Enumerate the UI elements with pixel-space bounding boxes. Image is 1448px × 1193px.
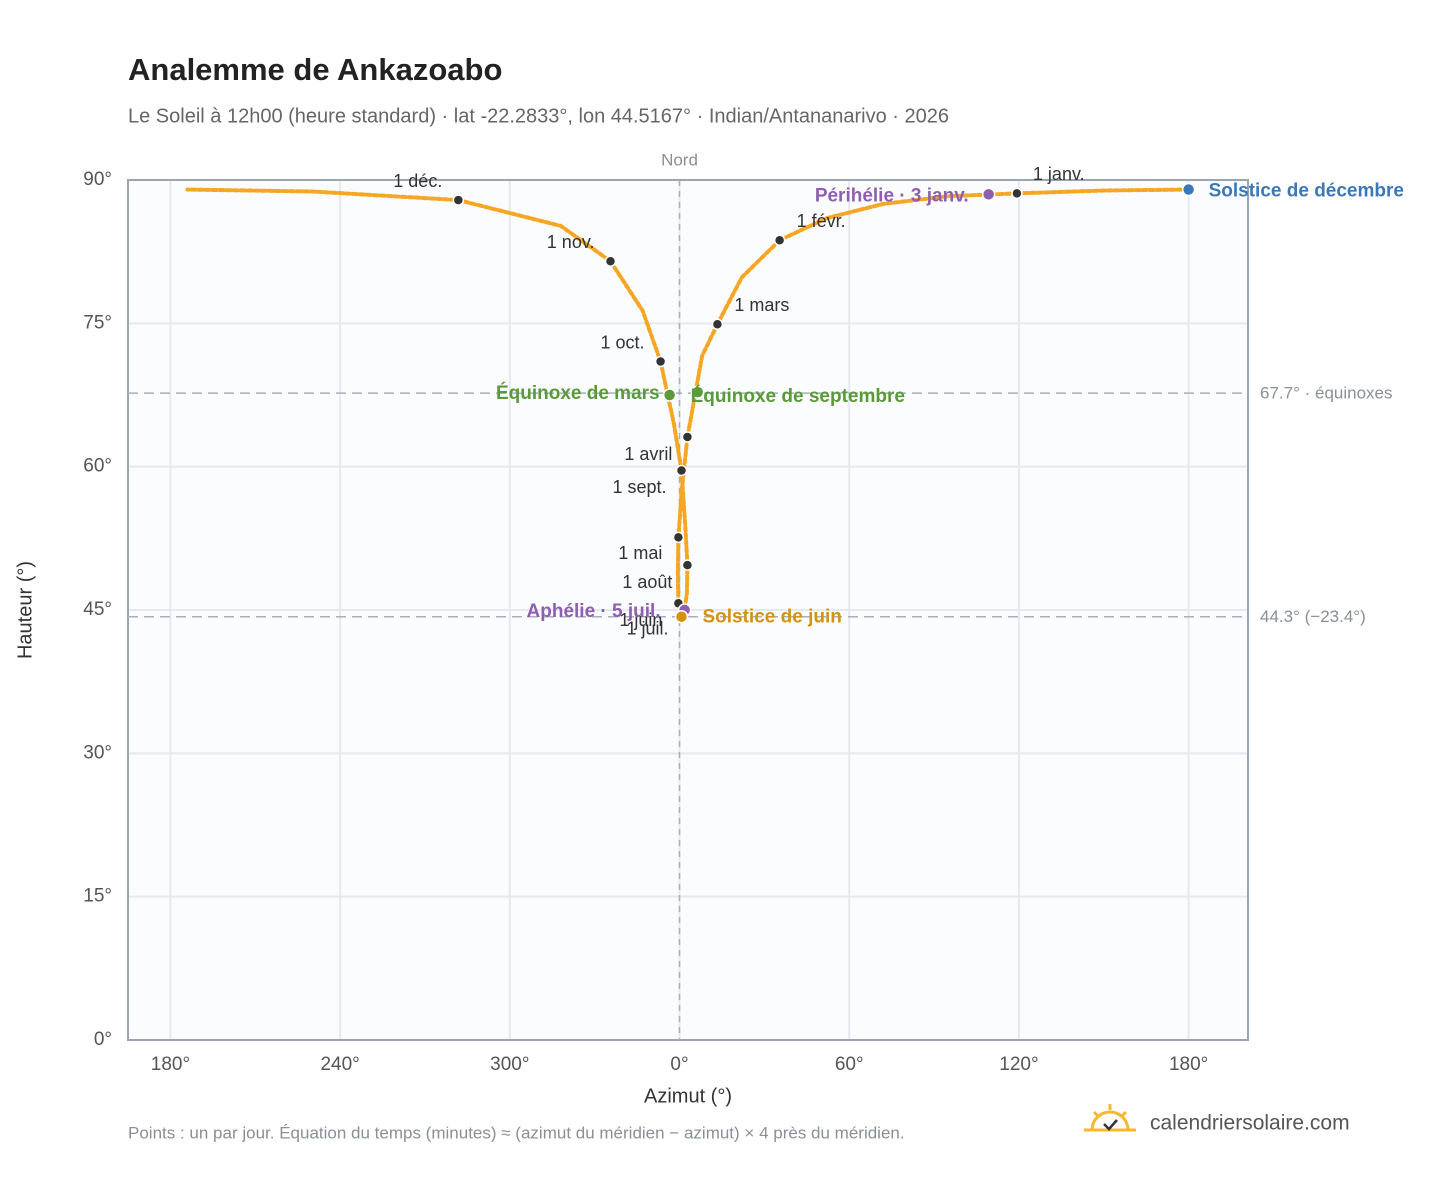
event-marker <box>674 609 689 624</box>
x-tick-label: 0° <box>670 1054 688 1075</box>
month-marker <box>672 531 685 544</box>
x-tick-label: 240° <box>320 1054 359 1075</box>
month-label: 1 avril <box>624 444 672 464</box>
chart-title: Analemme de Ankazoabo <box>128 52 502 87</box>
event-marker <box>690 385 705 399</box>
month-label: 1 févr. <box>797 211 846 231</box>
brand-logo <box>1084 1104 1136 1132</box>
month-marker <box>1011 187 1023 200</box>
event-label: Solstice de juin <box>702 607 841 628</box>
y-tick-label: 45° <box>83 599 112 620</box>
x-tick-label: 180° <box>1169 1054 1208 1075</box>
month-label: 1 juil. <box>626 618 668 638</box>
month-marker <box>711 318 724 331</box>
reference-label: 67.7° · équinoxes <box>1260 384 1393 403</box>
month-label: 1 août <box>622 572 672 592</box>
month-label: 1 juin <box>619 610 662 630</box>
meridian-label: Nord <box>661 150 698 169</box>
plot-frame <box>127 179 1249 1041</box>
x-tick-label: 180° <box>151 1054 190 1075</box>
event-label: Solstice de décembre <box>1209 181 1404 202</box>
month-label: 1 mai <box>618 543 662 563</box>
x-tick-label: 120° <box>999 1054 1038 1075</box>
event-label: Équinoxe de mars <box>496 382 660 404</box>
month-label: 1 sept. <box>612 477 666 497</box>
month-label: 1 déc. <box>393 171 442 191</box>
x-tick-label: 60° <box>835 1054 864 1075</box>
y-tick-label: 15° <box>83 886 112 907</box>
event-marker <box>1181 182 1196 197</box>
y-tick-label: 0° <box>94 1029 112 1050</box>
month-marker <box>681 431 694 443</box>
footnote: Points : un par jour. Équation du temps … <box>128 1123 905 1142</box>
month-marker <box>604 255 617 267</box>
event-label: Équinoxe de septembre <box>691 385 905 407</box>
month-label: 1 oct. <box>601 332 645 352</box>
brand: calendriersolaire.com <box>1150 1112 1350 1135</box>
y-tick-label: 75° <box>83 312 112 333</box>
event-marker <box>662 388 677 402</box>
y-tick-label: 30° <box>83 742 112 763</box>
month-label: 1 nov. <box>547 232 595 252</box>
month-label: 1 mars <box>734 295 789 315</box>
month-marker <box>675 464 688 477</box>
x-tick-label: 300° <box>490 1054 529 1075</box>
chart-subtitle: Le Soleil à 12h00 (heure standard) · lat… <box>128 105 949 127</box>
month-marker <box>681 559 694 571</box>
y-axis-label: Hauteur (°) <box>14 561 36 659</box>
event-label: Aphélie · 5 juil. <box>527 601 661 622</box>
reference-label: 44.3° (−23.4°) <box>1260 607 1366 626</box>
y-tick-label: 60° <box>83 456 112 477</box>
x-axis-label: Azimut (°) <box>644 1085 732 1107</box>
month-label: 1 janv. <box>1033 164 1085 184</box>
y-tick-label: 90° <box>83 169 112 190</box>
month-marker <box>452 194 465 206</box>
month-marker <box>773 234 786 246</box>
month-marker <box>654 355 667 368</box>
event-marker <box>981 187 996 202</box>
event-label: Périhélie · 3 janv. <box>815 185 969 206</box>
